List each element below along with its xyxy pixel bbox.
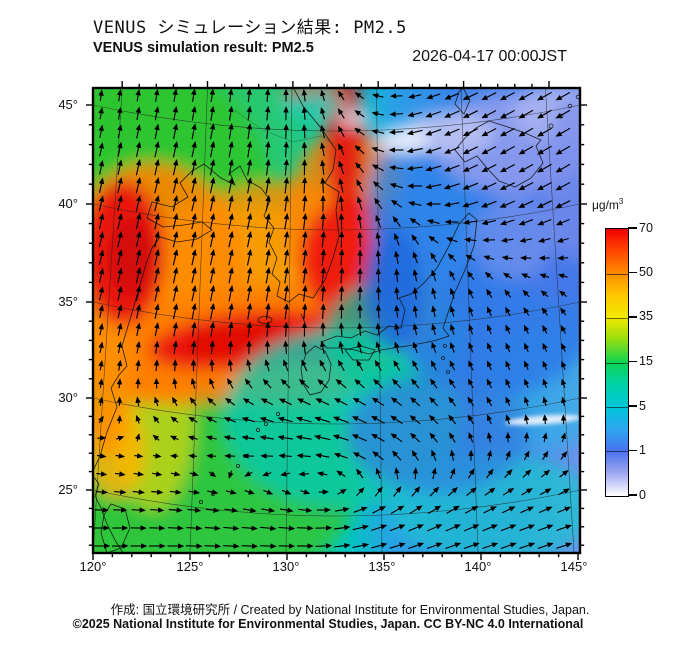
colorbar-gradient [605, 228, 629, 497]
colorbar-tick-mark [628, 494, 637, 496]
colorbar-tick-line [606, 273, 628, 275]
colorbar-tick-mark [628, 360, 637, 363]
colorbar-tick-line [606, 451, 628, 453]
page-title-english: VENUS simulation result: PM2.5 [93, 40, 314, 56]
page-title-japanese: VENUS シミュレーション結果: PM2.5 [93, 18, 407, 38]
colorbar-tick-mark [628, 271, 637, 274]
colorbar-tick-label: 0 [639, 487, 646, 502]
colorbar-tick-mark [628, 227, 637, 229]
latitude-tick-label: 40° [58, 196, 78, 211]
colorbar-tick-line [606, 362, 628, 364]
colorbar-tick-label: 5 [639, 398, 646, 413]
colorbar-tick-line [606, 407, 628, 408]
colorbar-tick-label: 35 [639, 309, 653, 324]
colorbar-tick-mark [628, 449, 637, 452]
latitude-tick-label: 45° [58, 97, 78, 112]
latitude-tick-label: 25° [58, 482, 78, 497]
credit-line: 作成: 国立環境研究所 / Created by National Instit… [110, 603, 590, 617]
longitude-tick-label: 125° [176, 559, 204, 574]
timestamp: 2026-04-17 00:00JST [412, 48, 567, 65]
longitude-tick-label: 145° [560, 559, 588, 574]
latitude-tick-label: 30° [58, 390, 78, 405]
simulation-map [81, 76, 592, 565]
colorbar-tick-line [606, 317, 628, 319]
colorbar-tick-label: 1 [639, 442, 646, 457]
colorbar-tick-label: 70 [639, 220, 653, 235]
copyright-line: ©2025 National Institute for Environment… [72, 617, 584, 631]
colorbar-tick-label: 50 [639, 265, 653, 279]
longitude-tick-label: 135° [368, 559, 396, 574]
colorbar-tick-mark [628, 405, 637, 407]
longitude-tick-label: 130° [272, 559, 300, 574]
colorbar-tick-mark [628, 316, 637, 318]
colorbar-tick-label: 15 [639, 354, 653, 368]
longitude-tick-label: 120° [79, 559, 107, 574]
latitude-tick-label: 35° [58, 294, 78, 309]
longitude-tick-label: 140° [464, 559, 492, 574]
colorbar-unit-label: μg/m3 [592, 197, 624, 212]
